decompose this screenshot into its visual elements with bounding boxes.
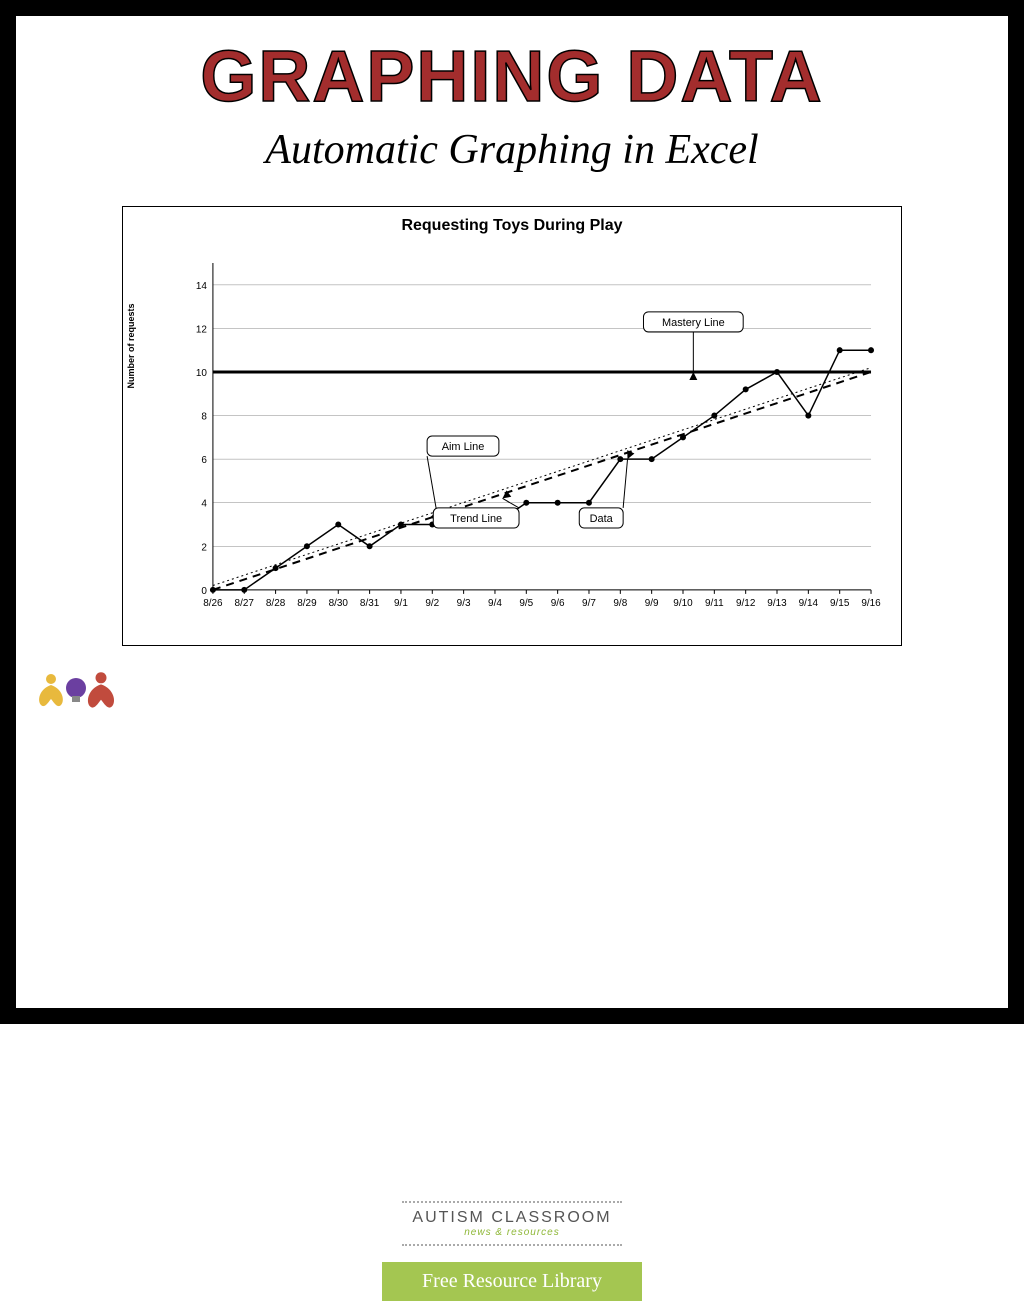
svg-text:9/2: 9/2 xyxy=(425,598,439,609)
svg-text:Data: Data xyxy=(590,513,614,525)
svg-text:8/30: 8/30 xyxy=(329,598,349,609)
divider xyxy=(402,1244,622,1246)
resource-banner: Free Resource Library xyxy=(382,1262,642,1301)
svg-text:9/10: 9/10 xyxy=(673,598,693,609)
svg-text:9/16: 9/16 xyxy=(861,598,881,609)
svg-text:12: 12 xyxy=(196,324,208,335)
svg-text:10: 10 xyxy=(196,368,208,379)
y-axis-label: Number of requests xyxy=(126,303,136,388)
logo-sub-text: news & resources xyxy=(16,1227,1008,1238)
chart-container: Requesting Toys During Play Number of re… xyxy=(16,186,1008,666)
svg-text:8/26: 8/26 xyxy=(203,598,223,609)
svg-text:9/13: 9/13 xyxy=(767,598,787,609)
svg-text:9/12: 9/12 xyxy=(736,598,756,609)
main-title: GRAPHING DATA xyxy=(36,36,988,118)
svg-text:14: 14 xyxy=(196,281,208,292)
svg-text:Mastery Line: Mastery Line xyxy=(662,317,725,329)
svg-text:8/29: 8/29 xyxy=(297,598,317,609)
svg-text:9/14: 9/14 xyxy=(799,598,819,609)
svg-text:8: 8 xyxy=(201,412,207,423)
svg-text:9/4: 9/4 xyxy=(488,598,502,609)
svg-text:9/11: 9/11 xyxy=(705,598,724,609)
svg-text:8/27: 8/27 xyxy=(235,598,255,609)
svg-text:9/5: 9/5 xyxy=(519,598,533,609)
logo-main-text: AUTISM CLASSROOM xyxy=(16,1209,1008,1227)
svg-text:9/6: 9/6 xyxy=(551,598,565,609)
logo-area: AUTISM CLASSROOM news & resources Free R… xyxy=(16,666,1008,1210)
svg-text:9/8: 9/8 xyxy=(613,598,627,609)
svg-text:8/28: 8/28 xyxy=(266,598,286,609)
divider xyxy=(402,1201,622,1203)
svg-text:9/7: 9/7 xyxy=(582,598,596,609)
svg-text:4: 4 xyxy=(201,499,207,510)
svg-text:Aim Line: Aim Line xyxy=(442,441,485,453)
logo-figures xyxy=(16,666,1008,1190)
svg-text:9/15: 9/15 xyxy=(830,598,850,609)
svg-text:Trend Line: Trend Line xyxy=(450,513,502,525)
svg-text:6: 6 xyxy=(201,455,207,466)
chart-title: Requesting Toys During Play xyxy=(123,207,901,245)
subtitle: Automatic Graphing in Excel xyxy=(36,126,988,174)
svg-text:9/3: 9/3 xyxy=(457,598,471,609)
svg-text:0: 0 xyxy=(201,586,207,597)
svg-text:9/9: 9/9 xyxy=(645,598,659,609)
svg-text:2: 2 xyxy=(201,542,207,553)
chart-svg: 0 2 4 6 8 10 12 14 8/26 8/27 8/28 8/29 8/30 8/31 9/1 9/… xyxy=(183,253,881,615)
svg-text:8/31: 8/31 xyxy=(360,598,380,609)
svg-text:9/1: 9/1 xyxy=(394,598,408,609)
